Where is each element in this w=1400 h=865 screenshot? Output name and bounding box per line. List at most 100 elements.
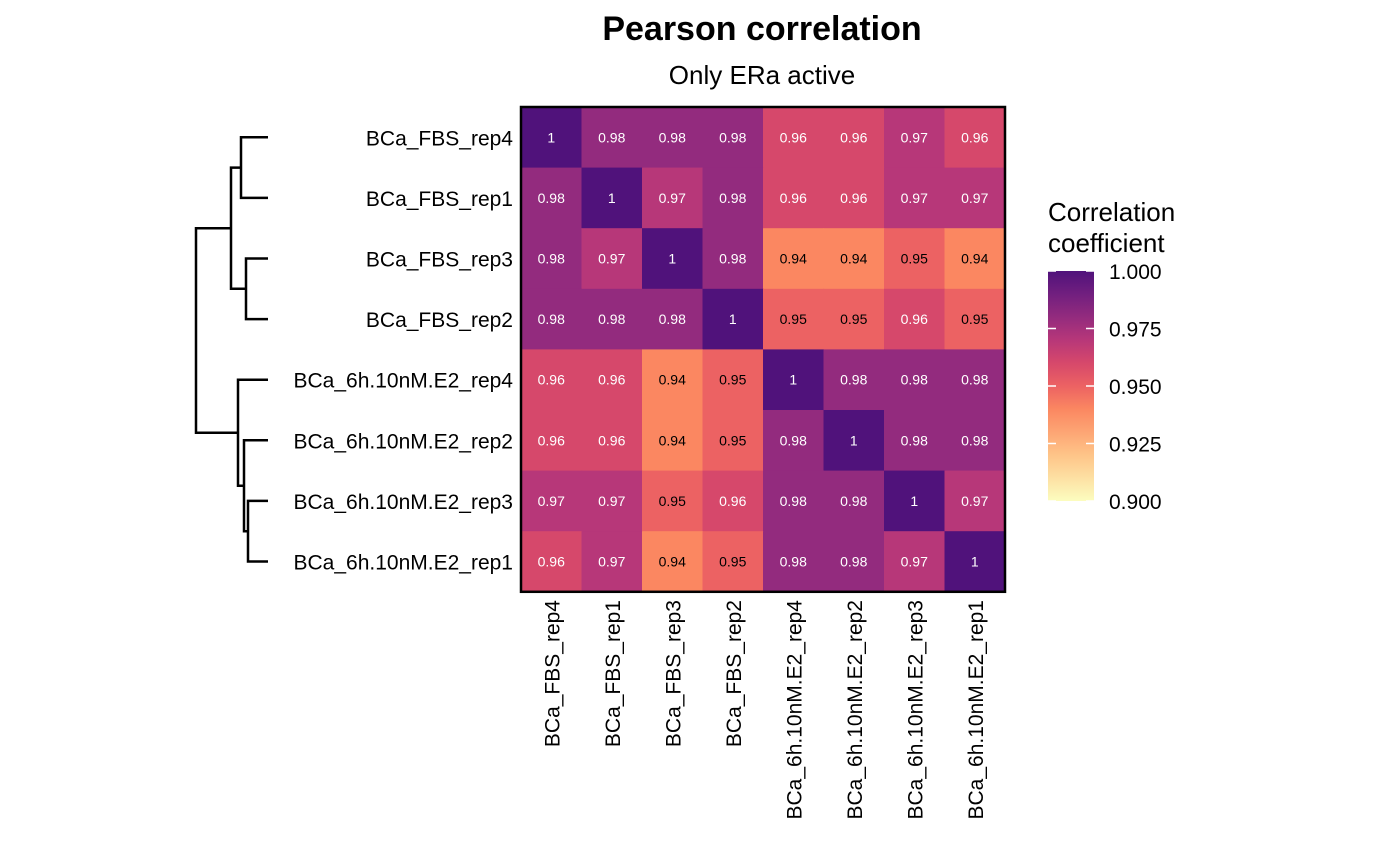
- heatmap-cell: [823, 228, 885, 290]
- heatmap-cell: [642, 167, 704, 229]
- cell-value-label: 0.94: [659, 372, 686, 388]
- legend-tick-label: 0.950: [1109, 376, 1162, 399]
- heatmap-cell: [944, 531, 1006, 593]
- column-label: BCa_6h.10nM.E2_rep3: [904, 600, 927, 820]
- cell-value-label: 0.97: [901, 190, 928, 206]
- cell-value-label: 0.96: [780, 190, 807, 206]
- cell-value-label: 0.94: [659, 554, 686, 570]
- heatmap-cell: [944, 410, 1006, 472]
- cell-value-label: 0.97: [659, 190, 686, 206]
- heatmap-cell: [944, 288, 1006, 350]
- row-dendrogram: [194, 136, 268, 563]
- heatmap-cell: [521, 228, 583, 290]
- cell-value-label: 0.98: [840, 493, 867, 509]
- cell-value-label: 0.95: [901, 251, 928, 267]
- heatmap-cell: [521, 349, 583, 411]
- legend-title-line-2: coefficient: [1048, 228, 1165, 258]
- cell-value-label: 0.97: [598, 251, 625, 267]
- cell-value-label: 0.94: [659, 432, 686, 448]
- legend-tick-label: 1.000: [1109, 261, 1162, 284]
- heatmap-cell: [884, 410, 946, 472]
- cell-values: 1 0.98 0.98 0.98 0.96 0.96 0.97 0.96 0.98 1 0.97 0.…: [538, 129, 989, 569]
- heatmap-cell: [944, 107, 1006, 169]
- heatmap-cell: [581, 228, 643, 290]
- color-legend: Correlation coefficient 1.000 0.975 0.950 0…: [1048, 197, 1175, 514]
- heatmap-cell: [581, 531, 643, 593]
- cell-value-label: 0.96: [719, 493, 746, 509]
- heatmap-cell: [642, 288, 704, 350]
- heatmap-cell: [884, 531, 946, 593]
- cell-value-label: 0.98: [840, 372, 867, 388]
- heatmap-cell: [944, 349, 1006, 411]
- column-label: BCa_6h.10nM.E2_rep1: [965, 600, 988, 820]
- heatmap-cells: [521, 107, 1006, 593]
- cell-value-label: 0.97: [901, 129, 928, 145]
- cell-value-label: 1: [668, 251, 676, 267]
- chart-title: Pearson correlation: [602, 10, 921, 48]
- cell-value-label: 0.96: [901, 311, 928, 327]
- heatmap-cell: [884, 228, 946, 290]
- heatmap-cell: [521, 288, 583, 350]
- cell-value-label: 1: [547, 129, 555, 145]
- cell-value-label: 0.95: [961, 311, 988, 327]
- heatmap-cell: [823, 470, 885, 532]
- heatmap-cell: [642, 531, 704, 593]
- heatmap-cell: [521, 107, 583, 169]
- heatmap-cell: [944, 167, 1006, 229]
- cell-value-label: 0.98: [719, 129, 746, 145]
- column-label: BCa_FBS_rep1: [602, 600, 625, 747]
- cell-value-label: 0.98: [961, 432, 988, 448]
- cell-value-label: 0.98: [598, 129, 625, 145]
- heatmap-border: [519, 105, 1007, 594]
- heatmap-cell: [521, 531, 583, 593]
- cell-value-label: 0.98: [780, 554, 807, 570]
- cell-value-label: 0.94: [961, 251, 988, 267]
- column-label: BCa_FBS_rep3: [662, 600, 685, 747]
- cell-value-label: 0.98: [719, 251, 746, 267]
- cell-value-label: 0.95: [719, 372, 746, 388]
- cell-value-label: 1: [850, 432, 858, 448]
- row-labels: BCa_FBS_rep4 BCa_FBS_rep1 BCa_FBS_rep3 BCa_…: [294, 127, 514, 574]
- cell-value-label: 0.96: [840, 129, 867, 145]
- cell-value-label: 0.96: [538, 554, 565, 570]
- heatmap-cell: [702, 288, 764, 350]
- column-label: BCa_FBS_rep4: [541, 600, 564, 747]
- heatmap-cell: [884, 470, 946, 532]
- cell-value-label: 0.98: [780, 493, 807, 509]
- cell-value-label: 0.94: [840, 251, 867, 267]
- cell-value-label: 0.98: [901, 432, 928, 448]
- heatmap-cell: [521, 410, 583, 472]
- legend-tick-label: 0.975: [1109, 319, 1162, 342]
- heatmap-cell: [702, 349, 764, 411]
- heatmap-cell: [642, 228, 704, 290]
- cell-value-label: 0.96: [598, 372, 625, 388]
- heatmap-cell: [823, 107, 885, 169]
- heatmap-cell: [763, 410, 825, 472]
- cell-value-label: 0.95: [719, 554, 746, 570]
- heatmap-cell: [702, 228, 764, 290]
- cell-value-label: 1: [608, 190, 616, 206]
- column-label: BCa_6h.10nM.E2_rep2: [844, 600, 867, 820]
- cell-value-label: 0.98: [840, 554, 867, 570]
- cell-value-label: 0.97: [598, 554, 625, 570]
- cell-value-label: 0.98: [538, 190, 565, 206]
- dendrogram-branch: [244, 257, 268, 321]
- heatmap-cell: [763, 288, 825, 350]
- cell-value-label: 1: [789, 372, 797, 388]
- heatmap-cell: [944, 228, 1006, 290]
- cell-value-label: 0.98: [598, 311, 625, 327]
- heatmap-cell: [823, 531, 885, 593]
- column-label: BCa_FBS_rep2: [723, 600, 746, 747]
- cell-value-label: 0.96: [780, 129, 807, 145]
- cell-value-label: 0.98: [780, 432, 807, 448]
- cell-value-label: 0.96: [538, 432, 565, 448]
- cell-value-label: 0.95: [840, 311, 867, 327]
- cell-value-label: 0.97: [961, 493, 988, 509]
- cell-value-label: 0.98: [659, 129, 686, 145]
- cell-value-label: 1: [729, 311, 737, 327]
- cell-value-label: 0.98: [659, 311, 686, 327]
- heatmap-cell: [642, 470, 704, 532]
- heatmap-cell: [763, 167, 825, 229]
- heatmap-cell: [823, 288, 885, 350]
- cell-value-label: 0.97: [901, 554, 928, 570]
